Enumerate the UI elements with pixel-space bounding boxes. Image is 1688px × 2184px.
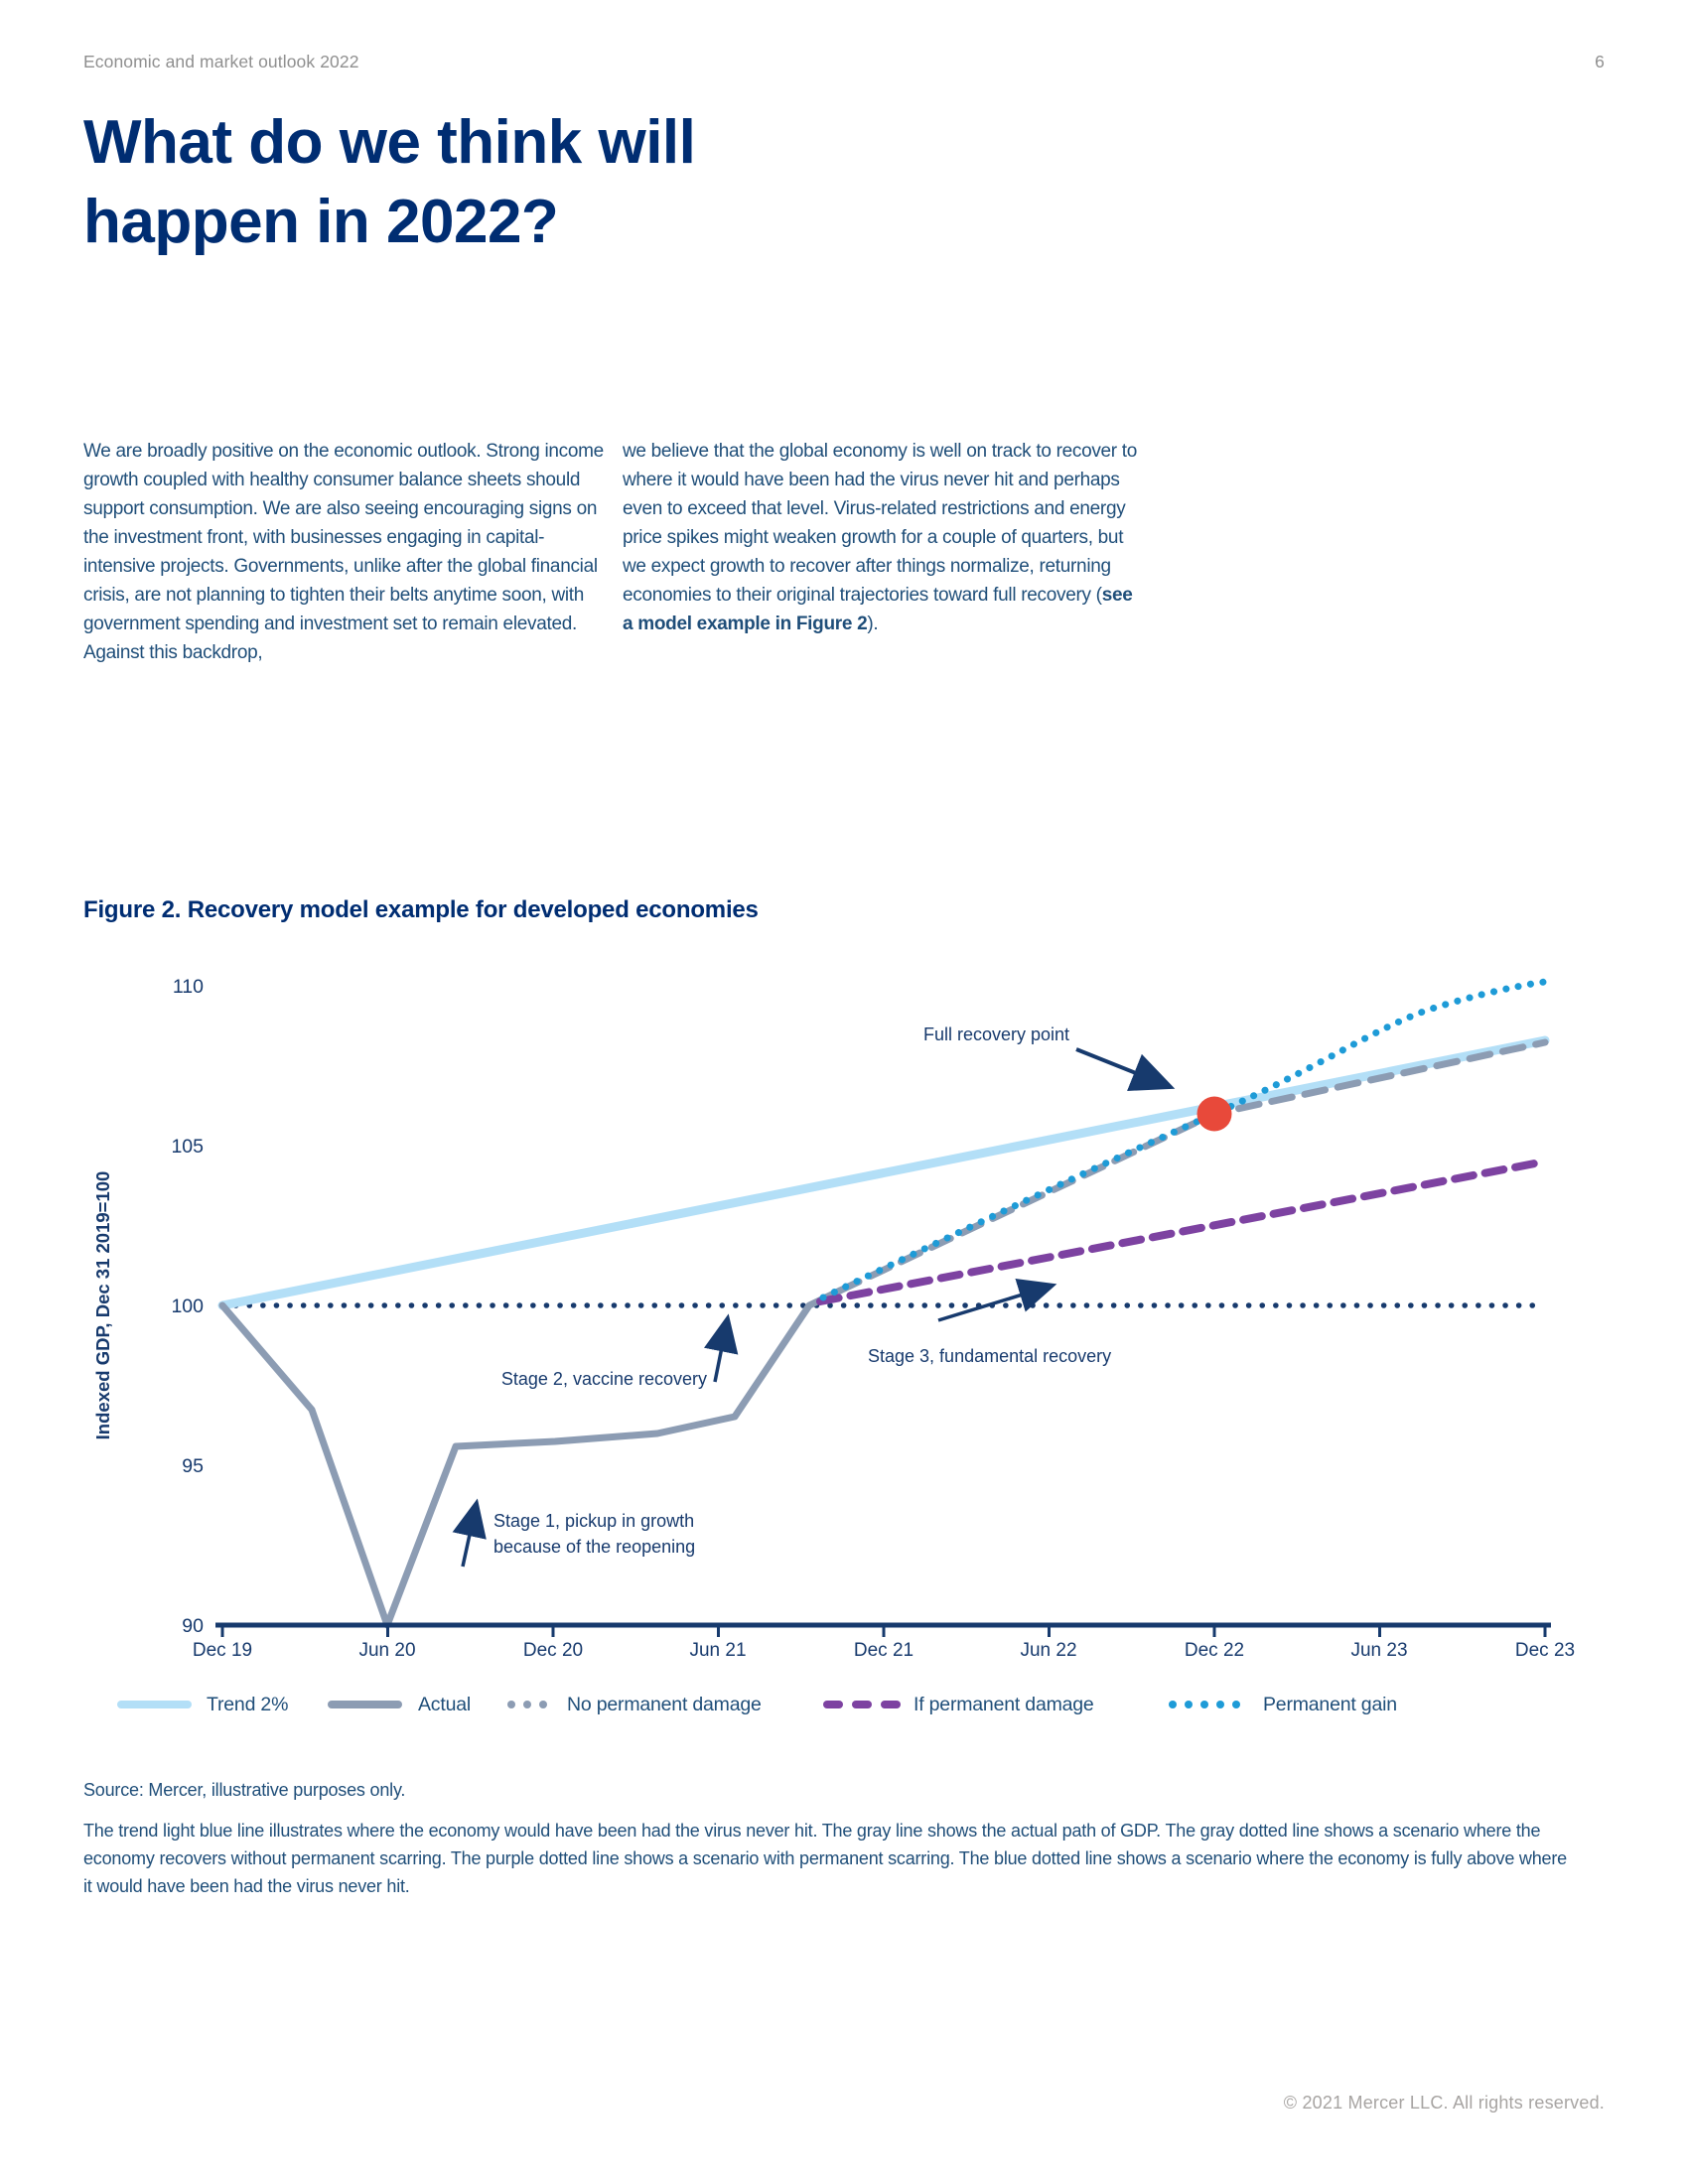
annotation-stage1-line1: Stage 1, pickup in growth	[493, 1511, 694, 1531]
legend-swatch-no-permanent-damage	[507, 1701, 547, 1708]
page-title: What do we think will happen in 2022?	[83, 103, 1176, 262]
x-tick-label: Jun 22	[1020, 1640, 1076, 1658]
document-title: Economic and market outlook 2022	[83, 52, 359, 71]
intro-right-text: we believe that the global economy is we…	[623, 441, 1138, 606]
figure-caption: The trend light blue line illustrates wh…	[83, 1821, 1567, 1896]
x-tick-label: Dec 21	[854, 1640, 914, 1658]
annotation-stage3: Stage 3, fundamental recovery	[868, 1346, 1111, 1366]
x-tick-label: Jun 21	[689, 1640, 746, 1658]
legend-label-trend: Trend 2%	[207, 1694, 289, 1715]
legend-label-permanent-gain: Permanent gain	[1263, 1694, 1397, 1715]
page-title-line2: happen in 2022?	[83, 188, 559, 256]
legend-label-actual: Actual	[418, 1694, 471, 1715]
x-axis-tick-marks	[220, 1625, 1547, 1637]
x-tick-label: Jun 20	[358, 1640, 415, 1658]
legend-swatch-permanent-gain	[1169, 1701, 1240, 1708]
y-tick-label: 100	[171, 1296, 204, 1317]
chart-legend: Trend 2% Actual No permanent damage If p…	[83, 1682, 1605, 1727]
page-title-line1: What do we think will	[83, 108, 696, 177]
x-tick-label: Dec 20	[523, 1640, 583, 1658]
intro-right-paragraph: we believe that the global economy is we…	[623, 437, 1146, 638]
if-permanent-damage-line	[816, 1158, 1549, 1305]
legend-label-no-permanent-damage: No permanent damage	[567, 1694, 762, 1715]
x-tick-label: Dec 22	[1185, 1640, 1244, 1658]
full-recovery-arrow	[1075, 1047, 1176, 1091]
page-number: 6	[1595, 52, 1605, 71]
footer-copyright: © 2021 Mercer LLC. All rights reserved.	[1283, 2093, 1605, 2113]
source-note: Source: Mercer, illustrative purposes on…	[83, 1780, 406, 1800]
stage3-arrow	[937, 1278, 1057, 1322]
legend-swatch-trend	[117, 1701, 192, 1708]
stage1-arrow	[452, 1498, 487, 1568]
legend-swatch-if-permanent-damage	[823, 1701, 901, 1708]
legend-label-if-permanent-damage: If permanent damage	[914, 1694, 1094, 1715]
full-recovery-dot	[1196, 1096, 1232, 1132]
legend-swatch-actual	[328, 1701, 402, 1708]
recovery-model-chart: 110 105 100 95 90 Indexed GDP, Dec 31 20…	[83, 953, 1605, 1658]
x-tick-label: Jun 23	[1350, 1640, 1407, 1658]
trend-line	[217, 1035, 1550, 1310]
x-tick-label: Dec 19	[193, 1640, 252, 1658]
page-header: Economic and market outlook 2022 6	[83, 52, 1605, 72]
stage2-arrow	[704, 1313, 739, 1383]
no-permanent-damage-line	[836, 1038, 1549, 1295]
y-tick-label: 110	[173, 976, 204, 998]
annotation-stage1-line2: because of the reopening	[493, 1537, 695, 1557]
actual-line	[218, 1287, 844, 1629]
annotation-stage2: Stage 2, vaccine recovery	[501, 1369, 707, 1389]
annotation-full-recovery-point: Full recovery point	[923, 1024, 1069, 1044]
figure-reference-bold[interactable]: see a model example in Figure 2	[623, 585, 1133, 634]
y-tick-label: 105	[171, 1136, 204, 1158]
figure-title: Figure 2. Recovery model example for dev…	[83, 896, 759, 923]
intro-left-paragraph: We are broadly positive on the economic …	[83, 441, 604, 663]
chart-svg: 110 105 100 95 90 Indexed GDP, Dec 31 20…	[92, 976, 1575, 1658]
x-tick-label: Dec 23	[1515, 1640, 1575, 1658]
y-tick-label: 90	[182, 1615, 204, 1637]
permanent-gain-line	[819, 978, 1549, 1301]
intro-right-text-end: ).	[867, 614, 879, 634]
y-tick-label: 95	[182, 1455, 204, 1477]
y-axis-title: Indexed GDP, Dec 31 2019=100	[92, 1171, 113, 1440]
